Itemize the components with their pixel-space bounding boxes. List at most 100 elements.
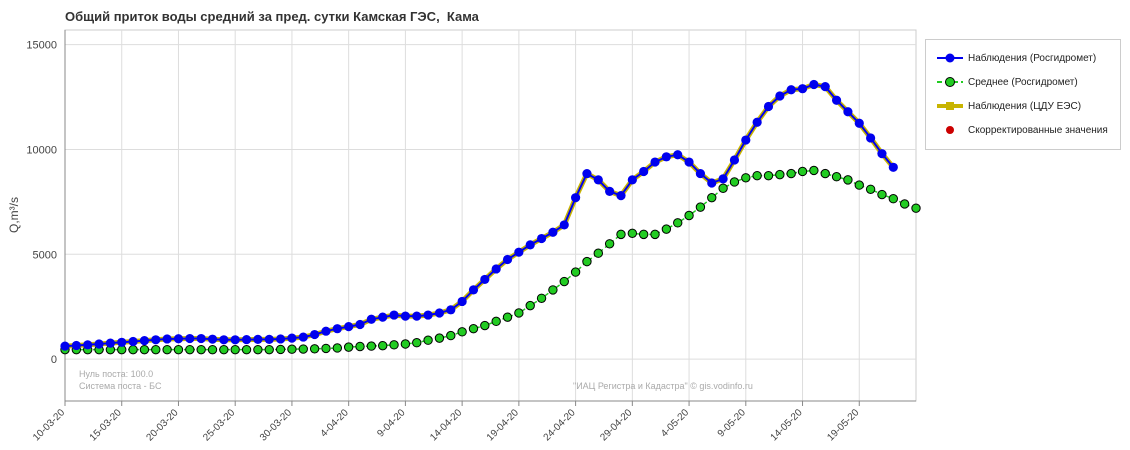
x-tick-label: 10-03-20: [31, 407, 67, 443]
average-point: [434, 333, 445, 343]
average-point: [332, 343, 343, 353]
x-tick-label: 9-04-20: [375, 407, 407, 439]
observation-point: [650, 157, 660, 167]
legend[interactable]: Наблюдения (Росгидромет) Среднее (Росгид…: [925, 39, 1121, 150]
x-tick-label: 19-05-20: [825, 407, 861, 443]
observation-point: [378, 312, 388, 322]
observation-point: [321, 326, 331, 336]
observation-point: [105, 338, 115, 348]
observation-point: [139, 336, 150, 346]
observation-point: [718, 174, 728, 184]
average-point: [627, 228, 638, 239]
observation-point: [434, 308, 445, 318]
x-tick-label: 9-05-20: [716, 407, 748, 439]
average-point: [491, 316, 501, 327]
observation-point: [196, 333, 206, 344]
average-point: [582, 256, 592, 267]
average-point: [638, 229, 649, 240]
observation-point: [786, 85, 796, 95]
legend-label: Скорректированные значения: [968, 124, 1108, 136]
chart-title: Общий приток воды средний за пред. сутки…: [65, 9, 479, 24]
average-point: [502, 312, 513, 322]
legend-marker-red-icon: [946, 126, 954, 134]
observation-point: [548, 227, 558, 237]
legend-item-observations[interactable]: Наблюдения (Росгидромет): [936, 50, 1096, 66]
average-point: [718, 183, 728, 193]
observation-point: [559, 220, 569, 230]
average-point: [593, 248, 603, 258]
observation-point: [162, 334, 172, 344]
average-point: [843, 175, 853, 185]
average-point: [468, 323, 479, 334]
y-tick-label: 5000: [33, 249, 57, 261]
observation-point: [83, 340, 93, 350]
observation-point: [775, 91, 785, 101]
x-tick-label: 4-04-20: [319, 407, 351, 439]
observation-point: [684, 157, 694, 167]
observation-point: [831, 95, 842, 105]
observation-point: [866, 133, 876, 143]
x-tick-label: 19-04-20: [485, 407, 521, 443]
observation-point: [253, 334, 263, 344]
average-point: [196, 344, 206, 355]
post-zero-label: Нуль поста: 100.0: [79, 369, 154, 379]
observation-point: [525, 240, 535, 250]
average-point: [457, 327, 467, 337]
legend-item-corrected[interactable]: Скорректированные значения: [936, 122, 1108, 138]
observation-point: [264, 334, 274, 344]
observation-point: [695, 168, 706, 179]
observation-point: [673, 150, 683, 160]
average-point: [684, 210, 694, 221]
watermark: "ИАЦ Регистра и Кадастра" © gis.vodinfo.…: [573, 381, 753, 391]
observation-point: [241, 334, 252, 345]
grid: [64, 29, 917, 402]
legend-item-cdu[interactable]: Наблюдения (ЦДУ ЕЭС): [936, 98, 1081, 114]
y-axis-label: Q,m³/s: [7, 197, 21, 233]
average-point: [343, 342, 354, 352]
observation-point: [446, 305, 456, 315]
observation-point: [480, 274, 490, 285]
observation-point: [71, 340, 81, 351]
average-point: [219, 344, 229, 355]
observation-point: [423, 310, 433, 320]
average-point: [854, 180, 864, 190]
average-point: [287, 344, 297, 354]
average-point: [604, 239, 615, 249]
average-point: [139, 344, 150, 355]
observation-point: [491, 264, 501, 274]
average-point: [207, 344, 218, 355]
observation-point: [582, 168, 592, 179]
observation-point: [117, 337, 127, 347]
observation-point: [412, 311, 422, 321]
observation-point: [593, 175, 603, 185]
x-tick-label: 30-03-20: [258, 407, 294, 443]
average-point: [536, 293, 547, 303]
average-point: [775, 169, 785, 180]
observation-point: [763, 101, 774, 112]
x-tick-label: 15-03-20: [88, 407, 124, 443]
observation-point: [514, 247, 524, 257]
observation-point: [230, 335, 240, 345]
average-point: [525, 300, 535, 311]
average-point: [820, 168, 830, 179]
average-point: [899, 199, 910, 209]
series-average-line: [65, 169, 917, 351]
legend-label: Среднее (Росгидромет): [968, 76, 1078, 88]
average-point: [321, 343, 331, 354]
x-tick-label: 20-03-20: [145, 407, 181, 443]
average-point: [695, 202, 706, 212]
x-tick-label: 14-05-20: [769, 407, 805, 443]
average-point: [423, 335, 433, 345]
legend-marker-green-icon: [937, 77, 963, 87]
legend-item-average[interactable]: Среднее (Росгидромет): [936, 74, 1078, 90]
average-point: [650, 229, 660, 240]
legend-marker-yellow-icon: [937, 102, 963, 110]
average-point: [673, 218, 683, 228]
observation-point: [627, 175, 637, 185]
average-point: [911, 203, 921, 213]
average-point: [707, 192, 717, 203]
average-point: [253, 344, 263, 355]
observation-point: [287, 333, 297, 343]
observation-point: [729, 155, 740, 165]
observation-point: [661, 152, 671, 162]
